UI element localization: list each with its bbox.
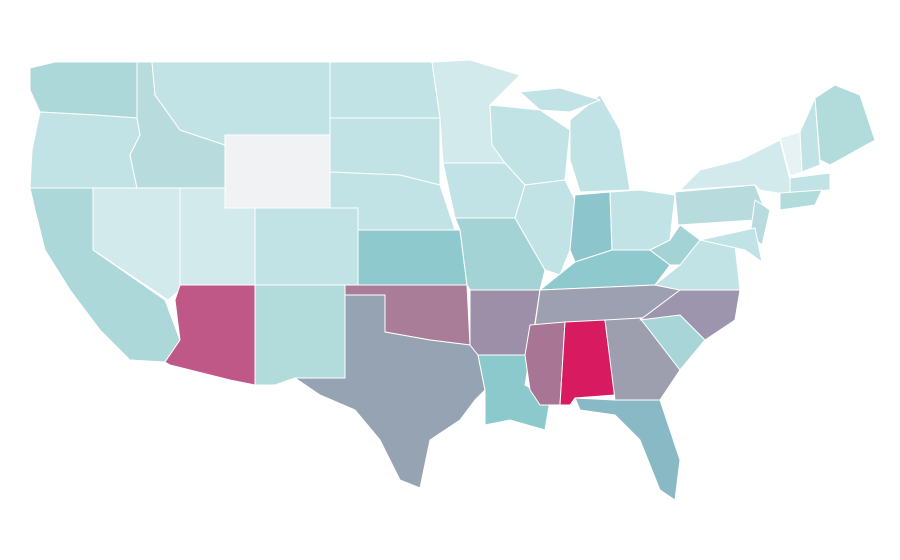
states xyxy=(29,59,876,501)
state xyxy=(574,397,681,501)
state xyxy=(254,284,346,386)
state xyxy=(814,84,876,166)
state xyxy=(674,184,766,226)
state xyxy=(789,172,831,194)
state xyxy=(224,134,331,209)
state xyxy=(294,294,486,489)
state xyxy=(357,229,468,286)
state xyxy=(29,61,138,119)
state xyxy=(254,207,359,286)
state xyxy=(514,179,576,276)
state xyxy=(799,97,821,173)
state xyxy=(519,87,601,113)
state xyxy=(609,189,676,251)
state xyxy=(569,94,631,193)
state xyxy=(604,317,681,401)
state xyxy=(699,227,763,263)
state xyxy=(679,139,791,196)
state xyxy=(569,191,613,263)
state xyxy=(329,61,441,119)
state xyxy=(29,111,141,189)
state xyxy=(779,189,823,211)
